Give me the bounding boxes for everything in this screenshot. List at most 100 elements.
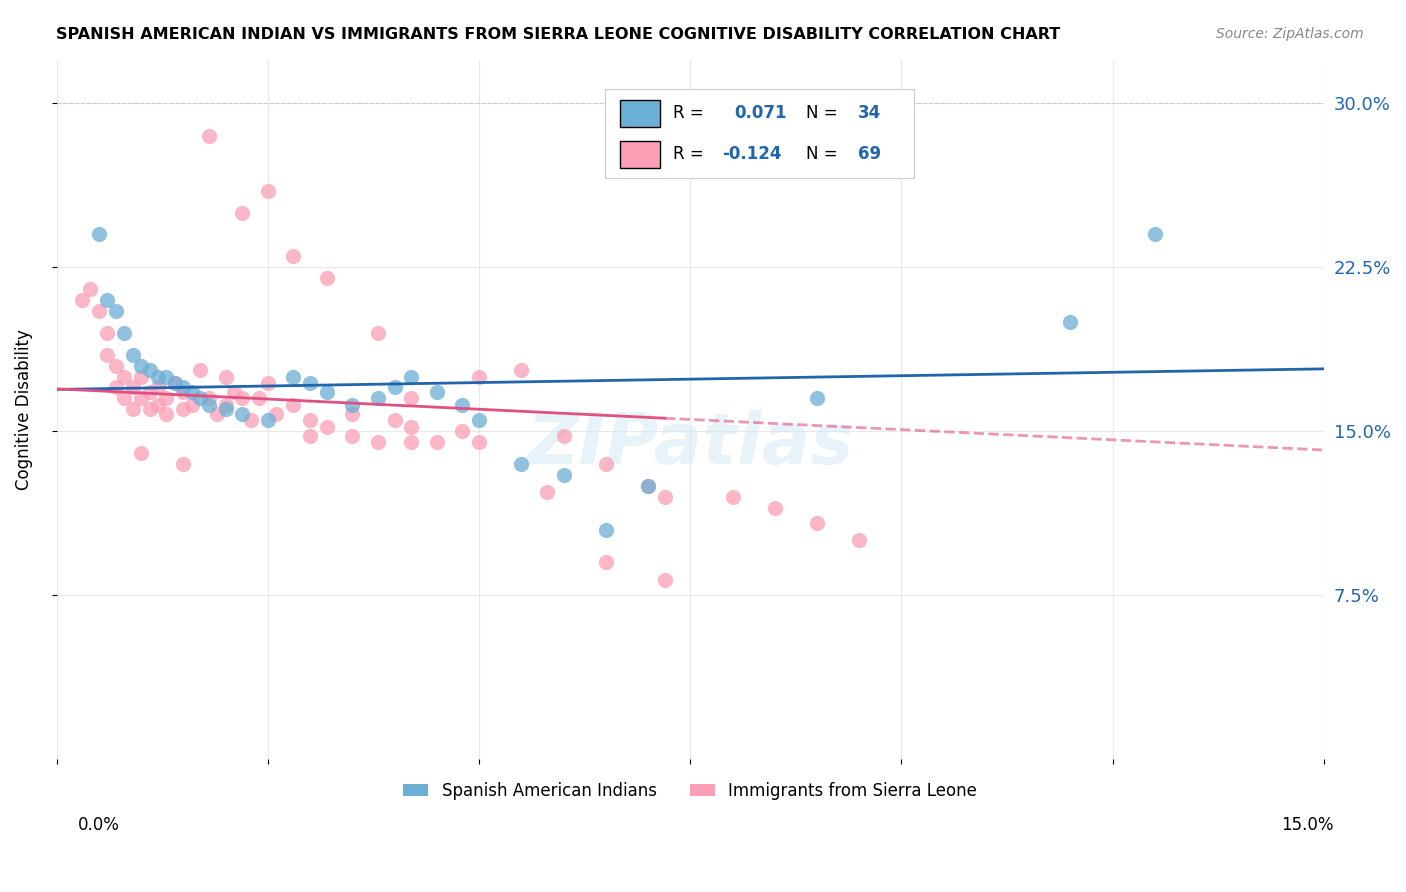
- Point: [112, 369, 135, 384]
- Text: Source: ZipAtlas.com: Source: ZipAtlas.com: [1216, 27, 1364, 41]
- Point: [316, 419, 339, 434]
- Point: [163, 376, 186, 390]
- Point: [342, 407, 364, 421]
- Point: [806, 516, 828, 530]
- Point: [121, 348, 143, 362]
- Point: [1143, 227, 1166, 242]
- Point: [384, 413, 406, 427]
- Point: [146, 398, 169, 412]
- Point: [595, 457, 617, 471]
- Point: [247, 392, 270, 406]
- Point: [138, 402, 160, 417]
- Point: [129, 359, 152, 373]
- Point: [342, 428, 364, 442]
- Point: [401, 435, 423, 450]
- Point: [299, 413, 322, 427]
- Point: [112, 392, 135, 406]
- Point: [553, 428, 575, 442]
- Text: 0.071: 0.071: [734, 104, 787, 122]
- Point: [104, 380, 127, 394]
- Point: [214, 402, 236, 417]
- Text: SPANISH AMERICAN INDIAN VS IMMIGRANTS FROM SIERRA LEONE COGNITIVE DISABILITY COR: SPANISH AMERICAN INDIAN VS IMMIGRANTS FR…: [56, 27, 1060, 42]
- Point: [222, 384, 245, 399]
- Point: [197, 392, 219, 406]
- Text: R =: R =: [672, 104, 709, 122]
- Point: [848, 533, 870, 548]
- Point: [256, 413, 278, 427]
- Text: 34: 34: [858, 104, 882, 122]
- Point: [104, 359, 127, 373]
- Point: [172, 402, 194, 417]
- Point: [384, 380, 406, 394]
- Point: [283, 249, 305, 263]
- Point: [763, 500, 786, 515]
- Y-axis label: Cognitive Disability: Cognitive Disability: [15, 329, 32, 490]
- Point: [654, 573, 676, 587]
- Point: [299, 428, 322, 442]
- Point: [155, 369, 177, 384]
- Point: [468, 435, 491, 450]
- Point: [451, 398, 474, 412]
- Text: R =: R =: [672, 145, 709, 163]
- Point: [401, 419, 423, 434]
- Point: [401, 369, 423, 384]
- Point: [316, 271, 339, 285]
- Point: [172, 457, 194, 471]
- Point: [79, 282, 101, 296]
- Point: [451, 424, 474, 438]
- Point: [283, 369, 305, 384]
- Point: [188, 363, 211, 377]
- Text: N =: N =: [806, 104, 842, 122]
- Point: [121, 402, 143, 417]
- Point: [70, 293, 93, 307]
- Point: [172, 380, 194, 394]
- Point: [197, 398, 219, 412]
- Point: [367, 326, 389, 340]
- Text: ZIPatlas: ZIPatlas: [527, 409, 853, 479]
- Point: [342, 398, 364, 412]
- Point: [96, 348, 118, 362]
- Point: [595, 555, 617, 569]
- Point: [104, 304, 127, 318]
- Point: [468, 369, 491, 384]
- Point: [96, 326, 118, 340]
- Point: [426, 435, 449, 450]
- Point: [264, 407, 287, 421]
- Point: [510, 363, 533, 377]
- Point: [721, 490, 744, 504]
- Point: [637, 479, 659, 493]
- Point: [180, 398, 202, 412]
- Point: [283, 398, 305, 412]
- Point: [129, 446, 152, 460]
- Point: [468, 413, 491, 427]
- Text: 0.0%: 0.0%: [77, 815, 120, 833]
- Point: [188, 392, 211, 406]
- Point: [536, 485, 558, 500]
- Point: [231, 392, 253, 406]
- Text: N =: N =: [806, 145, 842, 163]
- Point: [146, 369, 169, 384]
- Legend: Spanish American Indians, Immigrants from Sierra Leone: Spanish American Indians, Immigrants fro…: [396, 775, 984, 806]
- Point: [806, 392, 828, 406]
- Point: [299, 376, 322, 390]
- Point: [146, 380, 169, 394]
- Point: [155, 407, 177, 421]
- Point: [595, 523, 617, 537]
- FancyBboxPatch shape: [620, 100, 661, 127]
- Text: 15.0%: 15.0%: [1281, 815, 1334, 833]
- Point: [510, 457, 533, 471]
- Point: [180, 384, 202, 399]
- Point: [155, 392, 177, 406]
- Point: [256, 184, 278, 198]
- Point: [87, 227, 110, 242]
- Point: [553, 467, 575, 482]
- Point: [239, 413, 262, 427]
- Point: [138, 384, 160, 399]
- Point: [637, 479, 659, 493]
- Point: [121, 380, 143, 394]
- Point: [367, 392, 389, 406]
- FancyBboxPatch shape: [620, 141, 661, 168]
- Point: [401, 392, 423, 406]
- Point: [367, 435, 389, 450]
- Point: [1059, 315, 1081, 329]
